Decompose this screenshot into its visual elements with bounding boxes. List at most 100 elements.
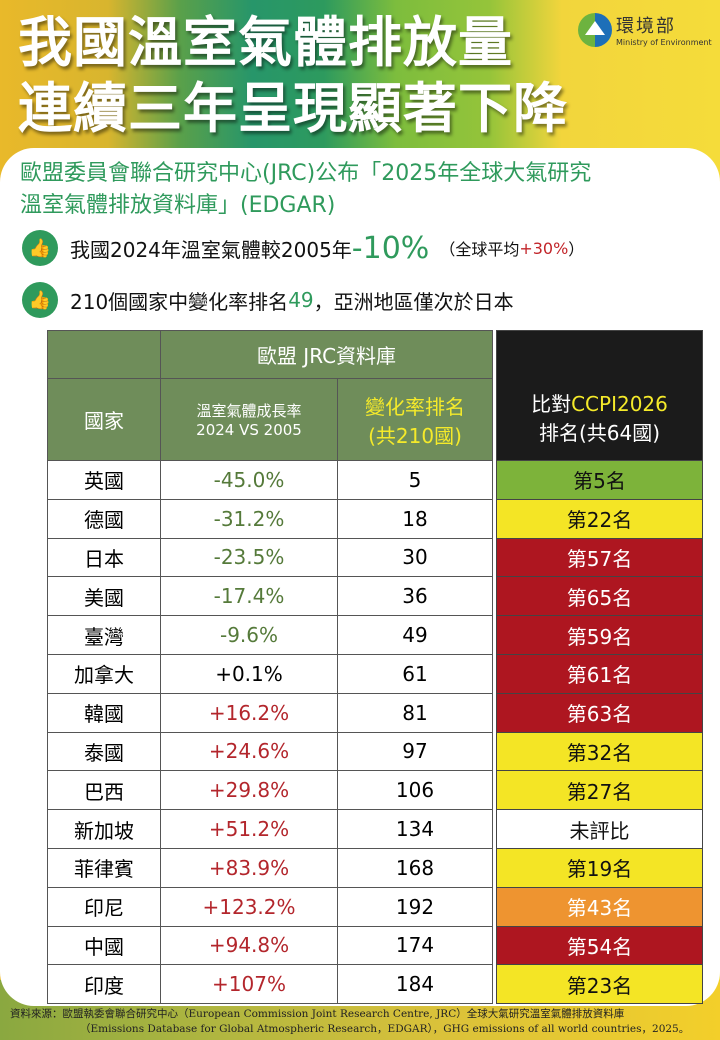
- logo-zh: 環境部: [616, 16, 676, 37]
- country-cell: 英國: [47, 460, 161, 500]
- table-row: 中國 +94.8% 174: [47, 925, 493, 966]
- ccpi-row: 第43名: [496, 886, 703, 927]
- jrc-table: 歐盟 JRC資料庫 國家 溫室氣體成長率 2024 VS 2005 變化率排名 (共…: [47, 330, 493, 1005]
- table-row: 英國 -45.0% 5: [47, 460, 493, 500]
- ccpi-cell: 第61名: [496, 653, 703, 694]
- growth-cell: +51.2%: [160, 809, 338, 849]
- note-end: ）: [568, 240, 585, 259]
- table-row: 泰國 +24.6% 97: [47, 731, 493, 772]
- col-growth-1: 溫室氣體成長率: [196, 402, 302, 420]
- rank-cell: 49: [337, 615, 493, 655]
- point-value: -10%: [351, 230, 430, 266]
- point-text: 我國2024年溫室氣體較2005年: [70, 237, 352, 262]
- ccpi-header-pre: 比對: [531, 391, 572, 416]
- table-row: 美國 -17.4% 36: [47, 576, 493, 617]
- ministry-logo: 環境部 Ministry of Environment: [578, 12, 712, 47]
- rank-cell: 106: [337, 770, 493, 811]
- rank-cell: 30: [337, 537, 493, 578]
- country-cell: 加拿大: [47, 653, 161, 694]
- ccpi-row: 第54名: [496, 925, 703, 966]
- thumbs-up-icon: 👍: [22, 230, 58, 266]
- ccpi-cell: 第57名: [496, 537, 703, 578]
- title-line-2: 連續三年呈現顯著下降: [18, 77, 568, 140]
- growth-cell: +83.9%: [160, 847, 338, 888]
- rank-cell: 5: [337, 460, 493, 500]
- country-cell: 巴西: [47, 770, 161, 811]
- rank-cell: 192: [337, 886, 493, 927]
- growth-cell: +0.1%: [160, 653, 338, 694]
- growth-cell: +29.8%: [160, 770, 338, 811]
- group-header: 歐盟 JRC資料庫: [160, 330, 493, 379]
- growth-cell: +107%: [160, 964, 338, 1005]
- ccpi-cell: 第59名: [496, 615, 703, 655]
- note: （全球平均: [439, 240, 520, 259]
- growth-cell: +16.2%: [160, 692, 338, 733]
- ccpi-cell: 第63名: [496, 692, 703, 733]
- rank-cell: 134: [337, 809, 493, 849]
- ccpi-row: 第63名: [496, 692, 703, 733]
- note-value: +30%: [519, 238, 569, 258]
- logo-en: Ministry of Environment: [616, 38, 712, 47]
- country-cell: 印度: [47, 964, 161, 1005]
- country-cell: 泰國: [47, 731, 161, 772]
- col-growth: 溫室氣體成長率 2024 VS 2005: [160, 378, 338, 461]
- growth-cell: -31.2%: [160, 498, 338, 539]
- rank-cell: 81: [337, 692, 493, 733]
- page-title: 我國溫室氣體排放量 連續三年呈現顯著下降: [18, 10, 568, 142]
- ccpi-header-2: 排名(共64國): [538, 420, 661, 445]
- ccpi-cell: 第54名: [496, 925, 703, 966]
- growth-cell: +24.6%: [160, 731, 338, 772]
- ccpi-cell: 第5名: [496, 460, 703, 500]
- ccpi-row: 未評比: [496, 809, 703, 849]
- ccpi-cell: 第43名: [496, 886, 703, 927]
- source-line-2: （Emissions Database for Global Atmospher…: [80, 1023, 690, 1035]
- table-row: 印尼 +123.2% 192: [47, 886, 493, 927]
- country-cell: 日本: [47, 537, 161, 578]
- col-rank: 變化率排名 (共210國): [337, 378, 493, 461]
- point-text-end: ，亞洲地區僅次於日本: [313, 289, 514, 314]
- rank-cell: 61: [337, 653, 493, 694]
- country-cell: 新加坡: [47, 809, 161, 849]
- ccpi-table: 比對CCPI2026 排名(共64國) 第5名 第22名 第57名 第65名 第59名 第6…: [496, 330, 703, 1005]
- subtitle-line-1: 歐盟委員會聯合研究中心(JRC)公布「2025年全球大氣研究: [20, 161, 592, 186]
- table-row: 新加坡 +51.2% 134: [47, 809, 493, 849]
- ccpi-row: 第23名: [496, 964, 703, 1005]
- ccpi-cell: 第22名: [496, 498, 703, 539]
- subtitle-line-2: 溫室氣體排放資料庫」(EDGAR): [20, 193, 336, 218]
- ccpi-cell: 第65名: [496, 576, 703, 617]
- rank-cell: 36: [337, 576, 493, 617]
- table-row: 韓國 +16.2% 81: [47, 692, 493, 733]
- rank-cell: 18: [337, 498, 493, 539]
- mountain-logo-icon: [578, 12, 612, 47]
- country-cell: 美國: [47, 576, 161, 617]
- table-row: 巴西 +29.8% 106: [47, 770, 493, 811]
- ccpi-cell: 第32名: [496, 731, 703, 772]
- thumbs-up-icon: 👍: [22, 282, 58, 318]
- table-row: 臺灣 -9.6% 49: [47, 615, 493, 655]
- blank-header: [47, 330, 161, 379]
- col-country: 國家: [47, 378, 161, 461]
- col-rank-2: (共210國): [368, 423, 462, 448]
- source-note: 資料來源：歐盟執委會聯合研究中心（European Commission Joi…: [10, 1007, 689, 1037]
- ccpi-row: 第65名: [496, 576, 703, 617]
- title-line-1: 我國溫室氣體排放量: [18, 11, 513, 74]
- country-cell: 菲律賓: [47, 847, 161, 888]
- ccpi-header-hl: CCPI2026: [571, 391, 668, 416]
- col-rank-1: 變化率排名: [365, 394, 465, 419]
- country-cell: 印尼: [47, 886, 161, 927]
- growth-cell: -17.4%: [160, 576, 338, 617]
- growth-cell: -9.6%: [160, 615, 338, 655]
- ccpi-cell: 第27名: [496, 770, 703, 811]
- table-row: 日本 -23.5% 30: [47, 537, 493, 578]
- rank-cell: 97: [337, 731, 493, 772]
- country-cell: 韓國: [47, 692, 161, 733]
- growth-cell: +123.2%: [160, 886, 338, 927]
- rank-cell: 174: [337, 925, 493, 966]
- source-line-1: 資料來源：歐盟執委會聯合研究中心（European Commission Joi…: [10, 1008, 625, 1020]
- table-row: 印度 +107% 184: [47, 964, 493, 1005]
- ccpi-row: 第57名: [496, 537, 703, 578]
- point-value: 49: [288, 288, 314, 312]
- ccpi-cell: 未評比: [496, 809, 703, 849]
- ccpi-row: 第32名: [496, 731, 703, 772]
- growth-cell: +94.8%: [160, 925, 338, 966]
